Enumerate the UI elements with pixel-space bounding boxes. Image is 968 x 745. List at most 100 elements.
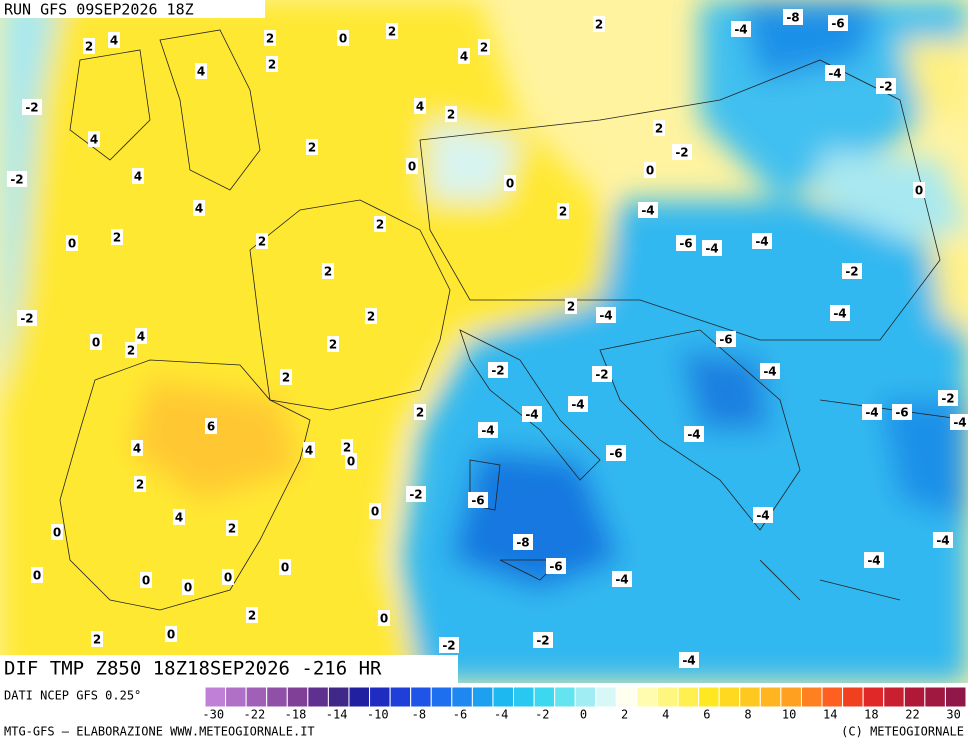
contour-label: -4	[763, 365, 776, 379]
contour-label-bg	[638, 202, 658, 218]
contour-label: 2	[136, 478, 144, 492]
contour-label-bg	[592, 366, 612, 382]
map-title: DIF TMP Z850 18Z18SEP2026 -216 HR	[4, 658, 382, 680]
contour-label: 4	[134, 170, 142, 184]
contour-label: 0	[92, 336, 100, 350]
contour-label-bg	[892, 404, 912, 420]
contour-label: 0	[646, 164, 654, 178]
contour-label: 2	[258, 235, 266, 249]
contour-label: -4	[953, 416, 966, 430]
contour-label: 2	[567, 300, 575, 314]
colorbar-swatch	[471, 686, 494, 708]
contour-label-bg	[522, 406, 542, 422]
contour-label-bg	[676, 235, 696, 251]
contour-label-bg	[862, 404, 882, 420]
contour-label-bg	[306, 139, 318, 155]
contour-label-bg	[445, 106, 457, 122]
contour-label-bg	[303, 442, 315, 458]
contour-label-bg	[205, 418, 217, 434]
contour-label-bg	[568, 396, 588, 412]
contour-label-bg	[533, 632, 553, 648]
contour-label-bg	[752, 233, 772, 249]
contour-label-bg	[135, 328, 147, 344]
contour-label: 2	[282, 371, 290, 385]
contour-label: -2	[675, 146, 688, 160]
contour-label-bg	[322, 263, 334, 279]
contour-label: -4	[525, 408, 538, 422]
contour-label-bg	[222, 569, 234, 585]
colorbar-swatch	[430, 686, 453, 708]
contour-label: 4	[305, 444, 313, 458]
contour-label-bg	[17, 310, 37, 326]
colorbar-swatch	[862, 686, 885, 708]
contour-label: 4	[175, 511, 183, 525]
contour-label-bg	[131, 440, 143, 456]
contour-label-bg	[596, 307, 616, 323]
contour-label-bg	[280, 369, 292, 385]
contour-label: -6	[895, 406, 908, 420]
colorbar-swatch	[636, 686, 658, 708]
contour-label: -4	[682, 654, 695, 668]
colorbar-label: -10	[367, 708, 389, 722]
contour-label-bg	[226, 520, 238, 536]
colorbar-swatch	[615, 686, 638, 708]
contour-label: 2	[595, 18, 603, 32]
contour-label-bg	[22, 99, 42, 115]
contour-label: 0	[408, 160, 416, 174]
contour-label: -2	[442, 639, 455, 653]
contour-label: 2	[324, 265, 332, 279]
contour-label: 0	[184, 581, 192, 595]
colorbar-swatch	[780, 686, 802, 708]
contour-label-bg	[327, 336, 339, 352]
contour-label-bg	[414, 404, 426, 420]
colorbar-label: -18	[285, 708, 307, 722]
contour-label: -4	[571, 398, 584, 412]
contour-label-bg	[125, 342, 137, 358]
colorbar-label: 6	[703, 708, 710, 722]
colorbar-swatch	[883, 686, 905, 708]
colorbar-swatch	[842, 686, 864, 708]
contour-label-bg	[468, 492, 488, 508]
contour-label: -6	[471, 494, 484, 508]
contour-label: -6	[831, 17, 844, 31]
contour-label: 0	[506, 177, 514, 191]
contour-label: 0	[281, 561, 289, 575]
contour-label-bg	[374, 216, 386, 232]
contour-label-bg	[606, 445, 626, 461]
contour-label: 0	[142, 574, 150, 588]
contour-label: -4	[828, 67, 841, 81]
colorbar-label: 10	[782, 708, 796, 722]
contour-label: 2	[248, 609, 256, 623]
contour-label: 2	[388, 25, 396, 39]
contour-label: -4	[833, 307, 846, 321]
contour-label: -4	[481, 424, 494, 438]
colorbar-label: -2	[535, 708, 549, 722]
contour-label: 2	[127, 344, 135, 358]
colorbar-swatch	[533, 686, 556, 708]
contour-label: -8	[786, 11, 799, 25]
contour-label: 0	[33, 569, 41, 583]
contour-label: 4	[90, 133, 98, 147]
contour-label: 2	[228, 522, 236, 536]
contour-label-bg	[83, 38, 95, 54]
contour-label-bg	[345, 453, 357, 469]
contour-label-bg	[165, 626, 177, 642]
contour-label-bg	[264, 30, 276, 46]
contour-label: 0	[167, 628, 175, 642]
contour-label-bg	[134, 476, 146, 492]
contour-label: -4	[865, 406, 878, 420]
contour-label-bg	[504, 175, 516, 191]
colorbar-label: -22	[244, 708, 266, 722]
contour-label-bg	[546, 558, 566, 574]
contour-label: 2	[266, 32, 274, 46]
contour-label: -2	[595, 368, 608, 382]
contour-label-bg	[644, 162, 656, 178]
contour-label-bg	[828, 15, 848, 31]
contour-label: 2	[655, 122, 663, 136]
colorbar-swatch	[944, 686, 967, 708]
contour-label-bg	[876, 78, 896, 94]
contour-label: -2	[941, 392, 954, 406]
contour-label: -4	[936, 534, 949, 548]
contour-label: 0	[347, 455, 355, 469]
